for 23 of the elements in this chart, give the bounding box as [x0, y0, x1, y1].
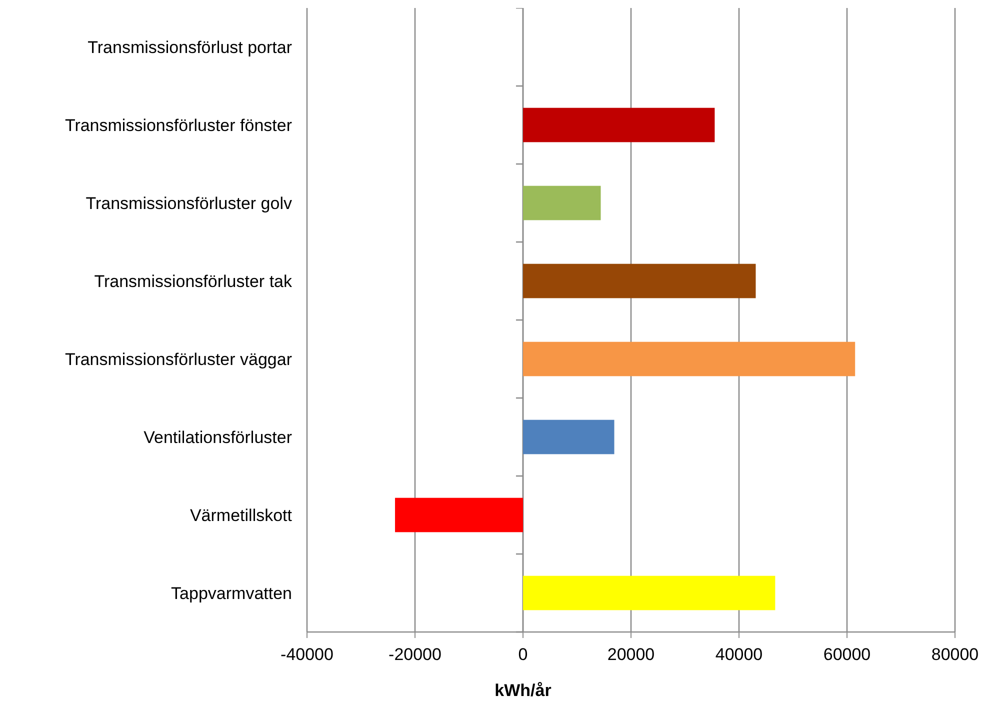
bar [523, 186, 601, 220]
bar [523, 342, 856, 376]
x-tick-label: 0 [518, 645, 528, 664]
y-tick-label: Transmissionsförluster fönster [64, 116, 292, 135]
bar [523, 420, 614, 454]
x-tick-label: -20000 [388, 645, 442, 664]
bar [523, 264, 756, 298]
x-tick-label: 80000 [931, 645, 979, 664]
x-tick-label: 60000 [823, 645, 871, 664]
y-tick-label: Ventilationsförluster [144, 428, 292, 447]
y-tick-label: Transmissionsförluster tak [94, 272, 292, 291]
x-axis-title: kWh/år [494, 681, 552, 700]
x-tick-label: -40000 [280, 645, 334, 664]
bar [523, 576, 776, 610]
x-tick-label: 40000 [715, 645, 763, 664]
y-tick-label: Värmetillskott [190, 506, 292, 525]
bar [395, 498, 523, 532]
x-tick-label: 20000 [607, 645, 655, 664]
y-tick-label: Transmissionsförlust portar [88, 38, 292, 57]
y-tick-label: Transmissionsförluster golv [86, 194, 292, 213]
y-tick-label: Transmissionsförluster väggar [64, 350, 292, 369]
y-tick-label: Tappvarmvatten [171, 584, 292, 603]
bar [523, 108, 715, 142]
